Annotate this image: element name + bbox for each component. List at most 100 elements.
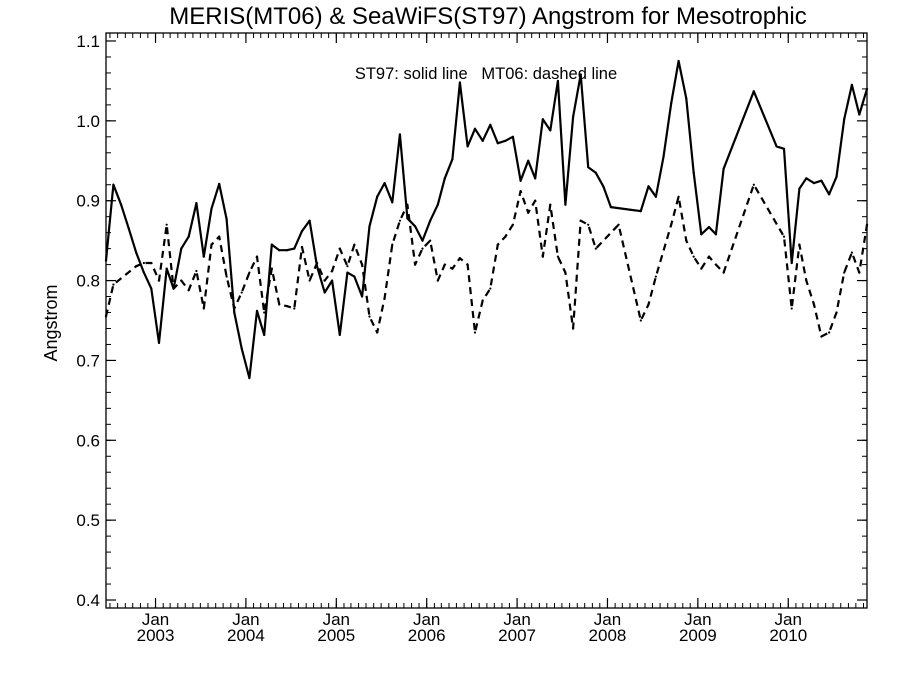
st97-data-point (263, 333, 266, 336)
mt06-data-point (300, 245, 304, 249)
mt06-data-point (805, 279, 808, 282)
x-tick-year-label: 2004 (227, 626, 265, 645)
st97-data-point (255, 309, 259, 313)
mt06-data-point (782, 235, 786, 238)
mt06-data-point (165, 223, 168, 226)
st97-data-point (511, 135, 514, 138)
st97-data-point (391, 201, 394, 204)
st97-data-point (752, 90, 755, 93)
st97-data-point (270, 243, 273, 246)
st97-data-point (820, 179, 823, 182)
mt06-data-point (790, 307, 793, 310)
mt06-data-point (443, 263, 446, 266)
x-tick-month-label: Jan (503, 610, 530, 629)
st97-data-point (346, 271, 349, 274)
mt06-data-point (135, 265, 138, 268)
mt06-data-point (458, 257, 461, 260)
st97-data-point (443, 177, 446, 180)
mt06-data-point (617, 223, 620, 226)
x-tick-year-label: 2009 (679, 626, 717, 645)
mt06-data-point (707, 255, 711, 258)
st97-data-point (285, 249, 289, 252)
x-tick-year-label: 2008 (589, 626, 627, 645)
mt06-data-point (858, 271, 861, 274)
mt06-data-point (473, 331, 477, 334)
st97-data-point (805, 177, 808, 180)
mt06-data-point (481, 299, 484, 302)
mt06-data-point (323, 279, 326, 282)
st97-data-point (504, 139, 507, 142)
st97-data-point (323, 291, 326, 294)
st97-data-point (541, 118, 544, 121)
y-tick-label: 0.7 (76, 351, 100, 370)
mt06-data-point (692, 255, 695, 258)
st97-data-point (466, 145, 469, 148)
mt06-data-point (654, 275, 657, 278)
mt06-data-point (451, 267, 454, 270)
y-tick-label: 1.0 (76, 112, 100, 131)
st97-data-point (481, 139, 484, 142)
mt06-data-point (850, 251, 853, 254)
mt06-data-point (202, 307, 205, 310)
mt06-data-point (142, 261, 145, 265)
mt06-data-point (240, 291, 243, 294)
mt06-data-point (308, 279, 311, 282)
st97-data-point (127, 227, 130, 230)
st97-data-point (549, 129, 552, 132)
y-axis-label: Angstrom (41, 284, 61, 361)
st97-data-point (338, 333, 341, 336)
st97-data-point (180, 247, 183, 250)
st97-data-point (368, 225, 371, 228)
axis-tick-labels: 0.40.50.60.70.80.91.01.1Jan2003Jan2004Ja… (76, 32, 807, 645)
mt06-data-point (571, 327, 575, 330)
st97-data-point (248, 376, 251, 380)
mt06-data-point (429, 239, 432, 242)
st97-data-point (135, 251, 138, 254)
st97-data-point (120, 203, 123, 206)
mt06-data-point (677, 195, 680, 198)
mt06-data-point (293, 307, 296, 310)
y-tick-label: 0.5 (76, 511, 100, 530)
mt06-data-point (353, 243, 356, 246)
st97-data-point (843, 118, 846, 121)
mt06-data-point (519, 190, 522, 193)
x-tick-year-label: 2010 (769, 626, 807, 645)
st97-data-point (812, 182, 816, 185)
mt06-data-point (700, 267, 703, 270)
mt06-dashed-series-line (104, 183, 869, 338)
st97-data-point (835, 175, 838, 178)
st97-data-point (527, 159, 530, 162)
mt06-data-point (843, 271, 846, 274)
mt06-data-point (338, 247, 341, 250)
st97-data-point (187, 235, 190, 238)
mt06-data-point (534, 199, 537, 202)
x-tick-month-label: Jan (775, 610, 802, 629)
st97-data-point (714, 233, 718, 236)
st97-data-point (436, 203, 439, 206)
mt06-data-point (368, 315, 371, 318)
x-tick-month-label: Jan (684, 610, 711, 629)
mt06-data-point (812, 303, 816, 306)
x-tick-year-label: 2006 (408, 626, 446, 645)
mt06-data-point (225, 275, 228, 278)
st97-data-point (376, 195, 379, 198)
st97-data-point (654, 195, 657, 198)
st97-data-point (782, 147, 786, 150)
mt06-data-point (496, 243, 499, 246)
chart-title: MERIS(MT06) & SeaWiFS(ST97) Angstrom for… (169, 3, 807, 30)
st97-data-point (858, 113, 861, 116)
st97-data-point (670, 102, 673, 105)
mt06-data-point (112, 283, 115, 286)
st97-data-point (353, 275, 356, 278)
mt06-data-point (436, 279, 439, 282)
mt06-data-point (579, 219, 582, 222)
mt06-data-point (315, 261, 319, 265)
st97-data-point (398, 133, 402, 136)
st97-data-point (331, 279, 334, 282)
mt06-data-point (489, 287, 492, 290)
st97-data-point (798, 187, 801, 190)
mt06-data-point (331, 269, 334, 273)
mt06-data-point (285, 305, 289, 308)
mt06-data-point (670, 223, 673, 226)
